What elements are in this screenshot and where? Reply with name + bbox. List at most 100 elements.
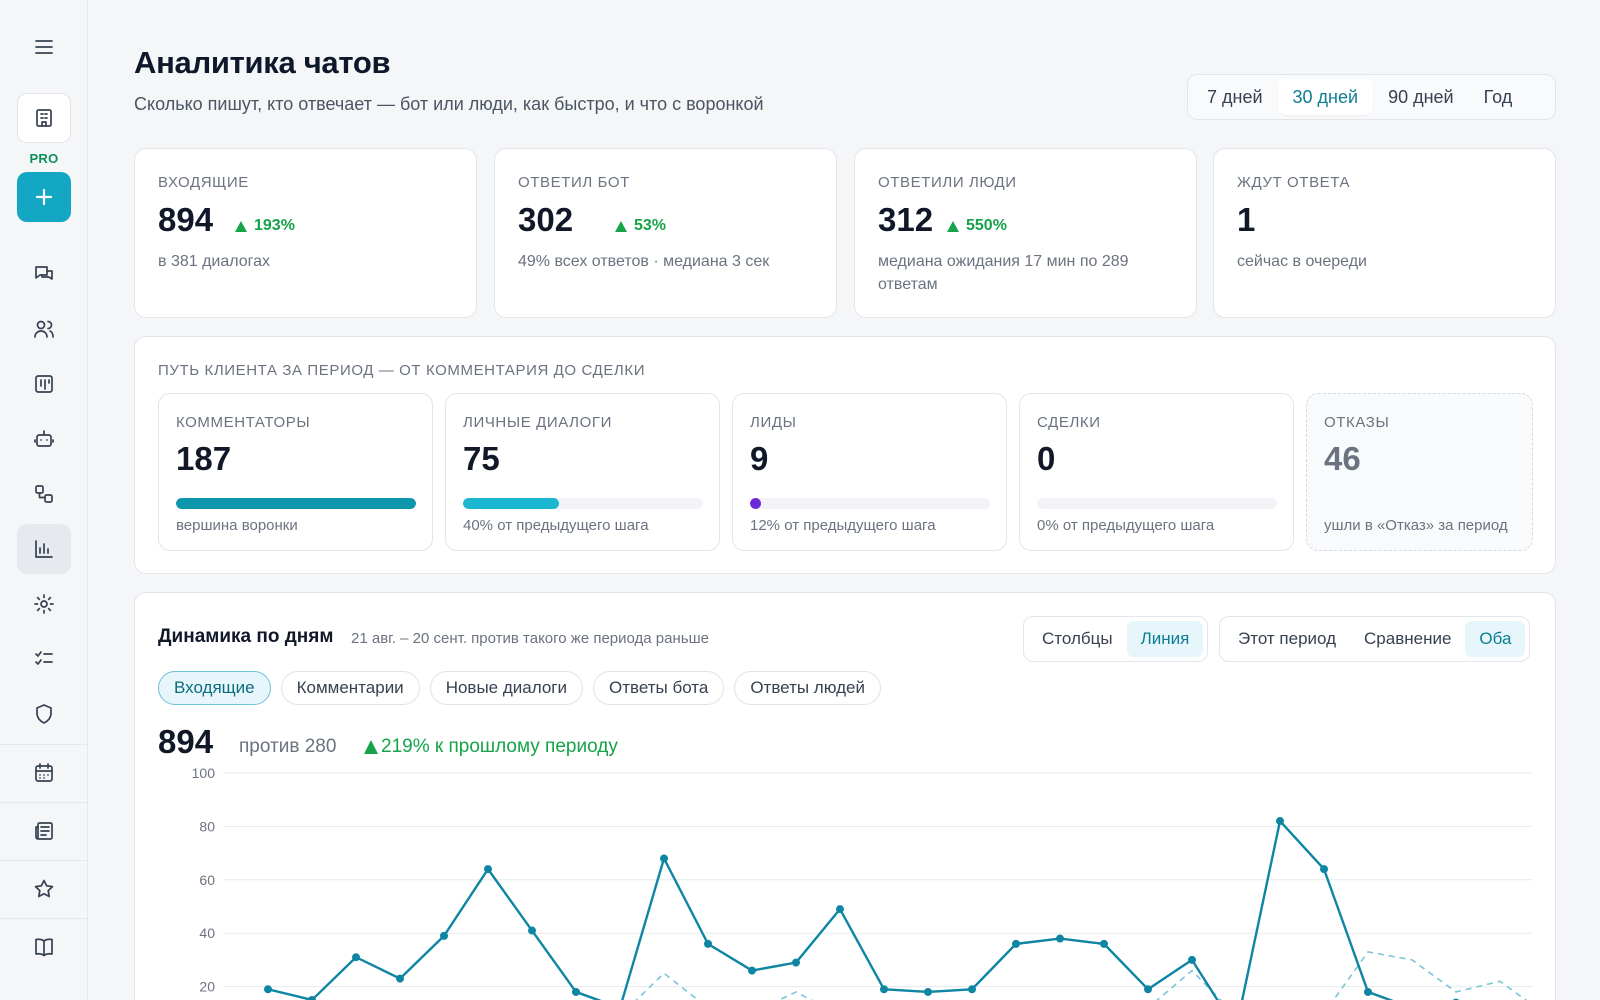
data-point[interactable]: [1276, 817, 1284, 826]
arrow-up-icon: [947, 220, 959, 232]
funnel-step-label: Отказы: [1324, 414, 1390, 431]
users-icon[interactable]: [17, 304, 71, 354]
period-year[interactable]: Год: [1483, 86, 1513, 107]
data-point[interactable]: [748, 966, 756, 975]
chat-icon[interactable]: [17, 249, 71, 299]
kpi-delta: 550%: [947, 217, 1007, 235]
chip-people-replies[interactable]: Ответы людей: [734, 671, 881, 705]
data-point[interactable]: [308, 995, 316, 1000]
bot-icon[interactable]: [17, 414, 71, 464]
series-line-current: [267, 819, 1394, 1000]
kpi-note: 49% всех ответов · медиана 3 сек: [518, 253, 770, 270]
funnel-step-label: Сделки: [1037, 414, 1101, 431]
gear-icon[interactable]: [17, 579, 71, 629]
dynamics-title: Динамика по дням: [158, 626, 334, 647]
data-point[interactable]: [880, 985, 888, 994]
kpi-value: 894: [158, 201, 214, 238]
period-90-days[interactable]: 90 дней: [1388, 86, 1454, 107]
chip-incoming[interactable]: Входящие: [158, 671, 271, 705]
funnel-step-note: вершина воронки: [176, 517, 298, 534]
period-selector: 7 дней 30 дней 90 дней Год: [1187, 74, 1556, 120]
data-point[interactable]: [704, 939, 712, 948]
pro-badge: PRO: [29, 151, 59, 166]
funnel-refusals: Отказы 46 ушли в «Отказ» за период: [1306, 393, 1533, 551]
building-icon[interactable]: [17, 93, 71, 143]
data-point[interactable]: [968, 985, 976, 994]
funnel-progress-fill: [463, 498, 559, 509]
dynamics-change: 219% к прошлому периоду: [364, 736, 618, 758]
dynamics-compare-text: против 280: [239, 736, 337, 757]
data-point[interactable]: [836, 905, 844, 914]
kpi-card-people-replied: Ответили люди 312 550% медиана ожидания …: [854, 148, 1197, 318]
chip-new-dialogs[interactable]: Новые диалоги: [429, 671, 583, 705]
y-tick-label: 60: [199, 872, 215, 888]
flow-icon[interactable]: [17, 469, 71, 519]
compare-comparison[interactable]: Сравнение: [1364, 629, 1452, 648]
funnel-step-note: 40% от предыдущего шага: [463, 517, 649, 534]
metric-chips: Входящие Комментарии Новые диалоги Ответ…: [158, 671, 881, 705]
kpi-label: Ответил бот: [518, 174, 630, 191]
kpi-card-incoming: Входящие 894 193% в 381 диалогах: [134, 148, 477, 318]
y-tick-label: 80: [199, 818, 215, 834]
chip-bot-replies[interactable]: Ответы бота: [592, 671, 725, 705]
compare-both[interactable]: Оба: [1465, 621, 1526, 657]
chart-icon[interactable]: [17, 524, 71, 574]
funnel-progress-track: [463, 498, 703, 509]
book-icon[interactable]: [17, 922, 71, 972]
page-subtitle: Сколько пишут, кто отвечает — бот или лю…: [134, 94, 764, 114]
kpi-value: 312: [878, 201, 934, 238]
data-point[interactable]: [264, 985, 272, 994]
data-point[interactable]: [924, 987, 932, 996]
view-line-option[interactable]: Линия: [1126, 621, 1204, 657]
data-point[interactable]: [660, 854, 668, 863]
funnel-step-value: 46: [1324, 440, 1361, 477]
arrow-up-icon: [615, 220, 627, 232]
news-icon[interactable]: [17, 806, 71, 856]
compare-toggle: Этот период Сравнение Оба: [1219, 616, 1531, 662]
data-point[interactable]: [1144, 985, 1152, 994]
page-title: Аналитика чатов: [134, 45, 391, 80]
chip-comments[interactable]: Комментарии: [280, 671, 420, 705]
data-point[interactable]: [1364, 987, 1372, 996]
checklist-icon[interactable]: [17, 634, 71, 684]
dynamics-total: 894: [158, 723, 214, 760]
board-icon[interactable]: [17, 359, 71, 409]
view-bars-option[interactable]: Столбцы: [1042, 629, 1113, 648]
data-point[interactable]: [352, 953, 360, 962]
data-point[interactable]: [792, 958, 800, 967]
calendar-icon[interactable]: [17, 748, 71, 798]
menu-icon[interactable]: [17, 22, 71, 72]
funnel-step-note: 0% от предыдущего шага: [1037, 517, 1215, 534]
star-icon[interactable]: [17, 864, 71, 914]
data-point[interactable]: [440, 931, 448, 940]
compare-this-period[interactable]: Этот период: [1238, 629, 1337, 648]
funnel-step-label: Личные диалоги: [463, 414, 612, 431]
data-point[interactable]: [1056, 934, 1064, 943]
view-toggle: Столбцы Линия: [1023, 616, 1209, 662]
data-point[interactable]: [1188, 955, 1196, 964]
data-point[interactable]: [396, 974, 404, 983]
data-point[interactable]: [528, 926, 536, 935]
funnel-progress-fill: [176, 498, 416, 509]
plus-icon[interactable]: [17, 172, 71, 222]
shield-icon[interactable]: [17, 689, 71, 739]
funnel-progress-track: [750, 498, 990, 509]
data-point[interactable]: [1100, 939, 1108, 948]
funnel-step-dialogs: Личные диалоги 75 40% от предыдущего шаг…: [445, 393, 720, 551]
data-point[interactable]: [1320, 865, 1328, 874]
data-point[interactable]: [484, 865, 492, 874]
data-point[interactable]: [1012, 939, 1020, 948]
funnel-step-note: 12% от предыдущего шага: [750, 517, 936, 534]
daily-line-chart: 020406080100: [192, 765, 1533, 1000]
kpi-label: Входящие: [158, 174, 249, 191]
funnel-step-note: ушли в «Отказ» за период: [1324, 517, 1508, 534]
kpi-delta: 193%: [235, 217, 295, 235]
funnel-progress-track: [1037, 498, 1277, 509]
period-7-days[interactable]: 7 дней: [1207, 86, 1263, 107]
kpi-value: 302: [518, 201, 574, 238]
funnel-title: Путь клиента за период — от комментария …: [158, 362, 646, 379]
funnel-step-label: Комментаторы: [176, 414, 311, 431]
data-point[interactable]: [572, 987, 580, 996]
period-30-days[interactable]: 30 дней: [1277, 79, 1374, 115]
y-tick-label: 100: [192, 765, 216, 781]
